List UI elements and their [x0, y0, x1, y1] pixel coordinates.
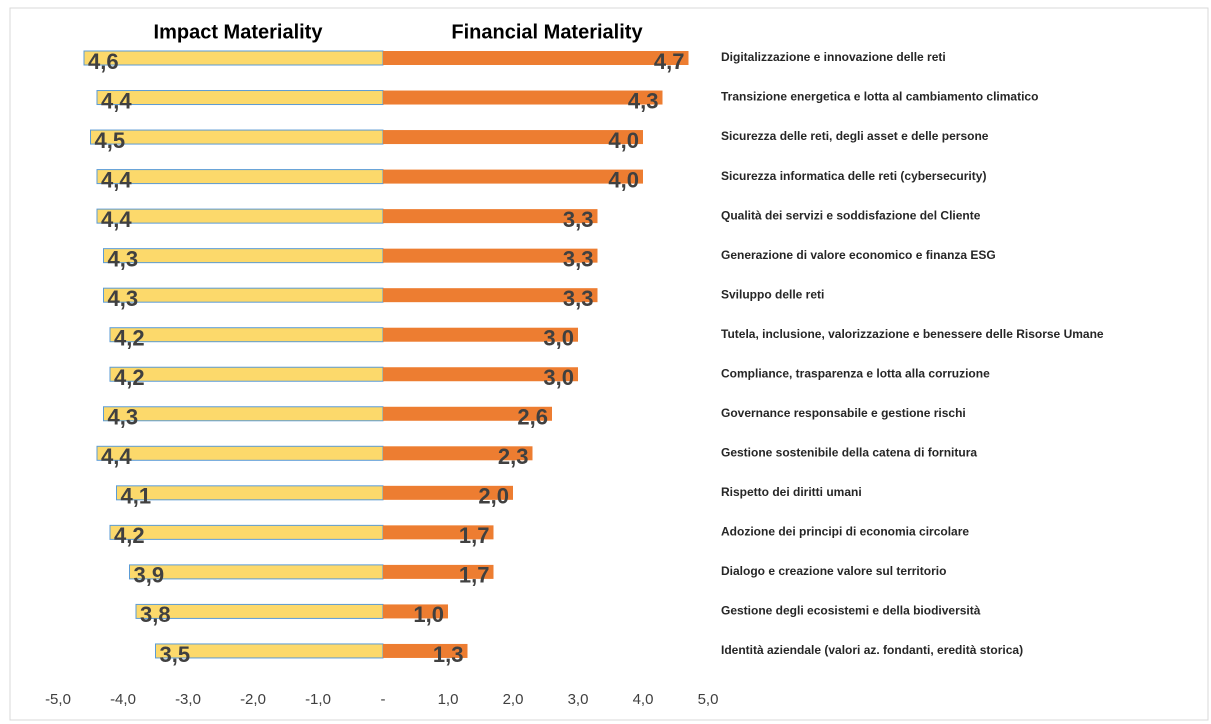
bar [135, 603, 384, 619]
bar [103, 287, 384, 303]
bar [383, 130, 643, 145]
bar [383, 90, 663, 105]
series-title: Impact Materiality [154, 21, 324, 43]
bar [109, 327, 384, 343]
bar [383, 51, 689, 65]
value-label: 4,4 [101, 207, 132, 232]
bar [96, 208, 384, 224]
value-label: 2,6 [517, 405, 548, 430]
bar [383, 485, 513, 500]
bar [383, 248, 598, 263]
x-tick-label: 3,0 [568, 691, 589, 708]
x-tick-label: - [381, 691, 386, 708]
value-label: 4,3 [108, 246, 139, 271]
category-label: Sicurezza delle reti, degli asset e dell… [721, 129, 989, 143]
category-label: Gestione degli ecosistemi e della biodiv… [721, 604, 981, 618]
x-tick-label: -1,0 [305, 691, 331, 708]
bar [116, 485, 384, 501]
bar [96, 445, 384, 461]
bar [383, 604, 448, 619]
value-label: 4,3 [108, 286, 139, 311]
bar [383, 327, 578, 342]
value-label: 3,0 [543, 365, 574, 390]
x-tick-label: -5,0 [45, 691, 71, 708]
category-label: Transizione energetica e lotta al cambia… [721, 90, 1038, 104]
value-label: 4,4 [101, 167, 132, 192]
value-label: 3,9 [134, 563, 165, 588]
category-label: Rispetto dei diritti umani [721, 485, 862, 499]
category-label: Sicurezza informatica delle reti (cybers… [721, 169, 986, 183]
category-label: Identità aziendale (valori az. fondanti,… [721, 643, 1023, 657]
bar [383, 525, 494, 540]
value-label: 4,5 [95, 128, 126, 153]
value-label: 4,6 [88, 49, 119, 74]
value-label: 2,0 [478, 484, 509, 509]
category-label: Adozione dei principi di economia circol… [721, 525, 969, 539]
value-label: 1,3 [433, 642, 464, 667]
category-label: Gestione sostenibile della catena di for… [721, 445, 977, 459]
value-label: 4,4 [101, 444, 132, 469]
value-label: 4,0 [608, 167, 639, 192]
value-label: 4,3 [628, 88, 659, 113]
bar [109, 524, 384, 540]
bar [96, 90, 384, 106]
x-tick-label: 2,0 [503, 691, 524, 708]
x-tick-label: -2,0 [240, 691, 266, 708]
category-label: Digitalizzazione e innovazione delle ret… [721, 50, 946, 64]
bar [383, 446, 533, 461]
bar [383, 209, 598, 224]
value-label: 4,2 [114, 326, 145, 351]
value-label: 4,3 [108, 405, 139, 430]
x-tick-label: 4,0 [633, 691, 654, 708]
x-tick-label: 5,0 [698, 691, 719, 708]
bar [96, 169, 384, 185]
category-label: Governance responsabile e gestione risch… [721, 406, 966, 420]
value-label: 1,0 [413, 602, 444, 627]
x-tick-label: -3,0 [175, 691, 201, 708]
value-label: 4,0 [608, 128, 639, 153]
bar [383, 564, 494, 579]
category-label: Qualità dei servizi e soddisfazione del … [721, 208, 981, 222]
category-label: Dialogo e creazione valore sul territori… [721, 564, 946, 578]
value-label: 3,3 [563, 246, 594, 271]
value-label: 3,0 [543, 326, 574, 351]
value-label: 3,5 [160, 642, 191, 667]
value-label: 4,4 [101, 88, 132, 113]
bar [383, 367, 578, 382]
bar [103, 248, 384, 264]
value-label: 3,3 [563, 286, 594, 311]
value-label: 4,7 [654, 49, 685, 74]
bar [90, 129, 384, 145]
bar [129, 564, 384, 580]
bar [103, 406, 384, 422]
bar [383, 169, 643, 184]
bar [83, 50, 384, 66]
value-label: 4,2 [114, 365, 145, 390]
value-label: 2,3 [498, 444, 529, 469]
bar [383, 406, 552, 421]
bar [109, 366, 384, 382]
value-label: 3,8 [140, 602, 171, 627]
value-label: 4,1 [121, 484, 152, 509]
category-label: Tutela, inclusione, valorizzazione e ben… [721, 327, 1104, 341]
value-label: 3,3 [563, 207, 594, 232]
x-tick-label: 1,0 [438, 691, 459, 708]
value-label: 4,2 [114, 523, 145, 548]
bar [383, 643, 468, 658]
category-label: Sviluppo delle reti [721, 287, 824, 301]
value-label: 1,7 [459, 563, 490, 588]
value-label: 1,7 [459, 523, 490, 548]
chart-frame [9, 7, 1209, 721]
series-title: Financial Materiality [451, 21, 643, 43]
category-label: Compliance, trasparenza e lotta alla cor… [721, 366, 990, 380]
category-label: Generazione di valore economico e finanz… [721, 248, 996, 262]
x-tick-label: -4,0 [110, 691, 136, 708]
bar [383, 288, 598, 303]
